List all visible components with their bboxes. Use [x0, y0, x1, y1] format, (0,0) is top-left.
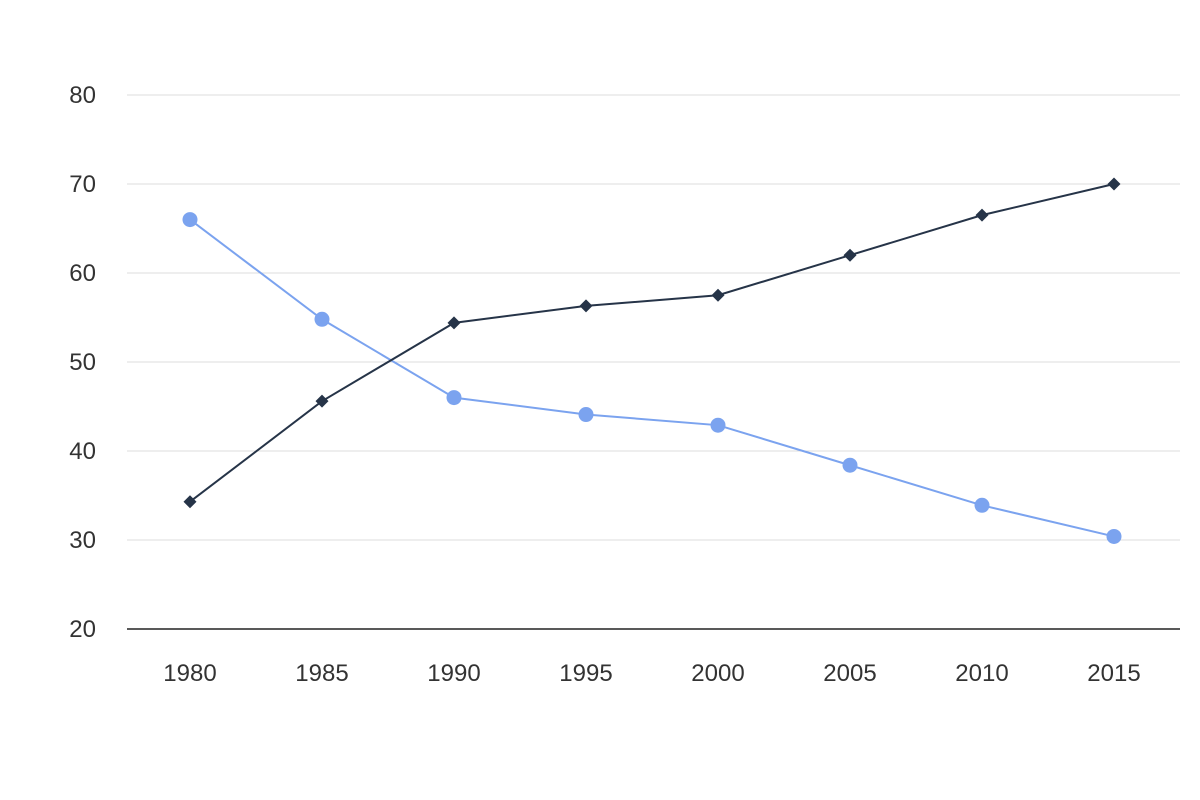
series-2 [183, 177, 1121, 509]
y-tick-label: 50 [69, 349, 96, 376]
series-1-line [189, 218, 1115, 538]
series-2-line [189, 183, 1115, 503]
series-1-point [842, 457, 858, 473]
y-tick-label: 30 [69, 527, 96, 554]
x-tick-label: 1985 [295, 660, 348, 687]
series-1-point [710, 417, 726, 433]
x-tick-label: 2010 [955, 660, 1008, 687]
gridlines [127, 94, 1180, 630]
series-2-point [315, 394, 329, 408]
y-tick-label: 60 [69, 260, 96, 287]
series-2-point [183, 495, 197, 509]
series-1-point [314, 311, 330, 327]
x-tick-label: 2000 [691, 660, 744, 687]
series-2-point [447, 316, 461, 330]
y-axis-tick-labels: 20 30 40 50 60 70 80 [69, 82, 96, 643]
y-tick-label: 80 [69, 82, 96, 109]
series-1-point [1106, 528, 1122, 544]
y-tick-label: 20 [69, 616, 96, 643]
series-2-point [843, 248, 857, 262]
series-2-point [579, 299, 593, 313]
x-axis-tick-labels: 1980 1985 1990 1995 2000 2005 2010 2015 [163, 660, 1140, 687]
x-tick-label: 2005 [823, 660, 876, 687]
series-2-point [975, 208, 989, 222]
series [182, 177, 1122, 544]
series-2-point [711, 288, 725, 302]
y-tick-label: 40 [69, 438, 96, 465]
x-tick-label: 1990 [427, 660, 480, 687]
series-1 [182, 212, 1122, 544]
x-tick-label: 1995 [559, 660, 612, 687]
series-1-point [578, 407, 594, 423]
series-2-point [1107, 177, 1121, 191]
y-tick-label: 70 [69, 171, 96, 198]
series-1-point [182, 212, 198, 228]
x-tick-label: 2015 [1087, 660, 1140, 687]
series-1-point [974, 497, 990, 513]
series-1-point [446, 390, 462, 406]
x-tick-label: 1980 [163, 660, 216, 687]
